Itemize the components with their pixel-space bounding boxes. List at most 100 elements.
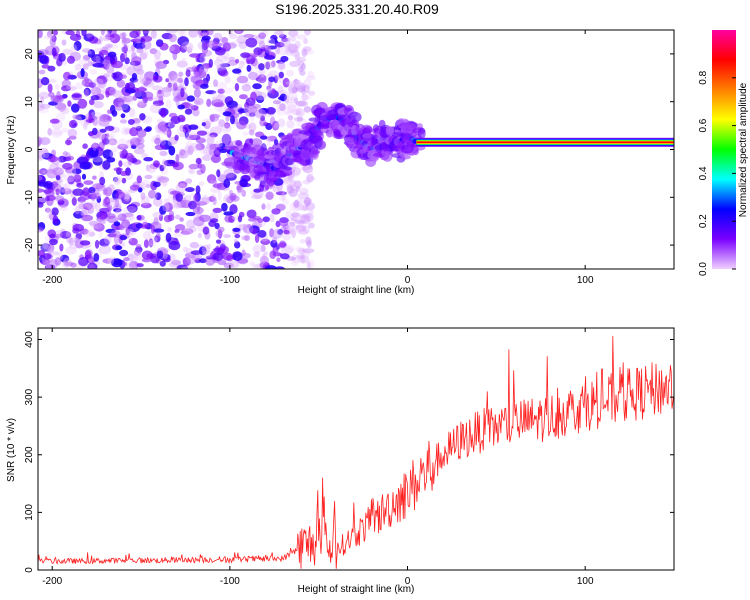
- noise-blob: [300, 166, 309, 171]
- noise-blob: [107, 30, 112, 34]
- noise-blob: [65, 246, 77, 255]
- noise-blob: [244, 106, 249, 112]
- noise-blob: [265, 184, 269, 191]
- noise-blob: [295, 108, 305, 118]
- noise-blob: [153, 49, 161, 60]
- noise-blob: [111, 258, 123, 268]
- noise-blob: [131, 52, 137, 61]
- noise-blob: [89, 147, 99, 158]
- noise-blob: [99, 128, 107, 133]
- noise-blob: [123, 191, 132, 200]
- noise-blob: [295, 246, 305, 252]
- noise-blob: [288, 81, 298, 87]
- noise-blob: [104, 235, 112, 245]
- noise-blob: [289, 173, 294, 183]
- noise-blob: [67, 175, 75, 185]
- noise-blob: [188, 163, 200, 170]
- noise-blob: [206, 136, 215, 146]
- noise-blob: [272, 184, 280, 193]
- noise-blob: [266, 202, 272, 210]
- noise-blob: [141, 250, 153, 260]
- spectrogram-noise-blobs: [38, 30, 316, 269]
- noise-blob: [61, 39, 67, 46]
- noise-blob: [238, 60, 245, 69]
- noise-blob: [105, 43, 113, 48]
- noise-blob: [142, 231, 152, 240]
- noise-blob: [78, 58, 89, 68]
- noise-blob: [181, 200, 190, 207]
- noise-blob: [195, 55, 200, 63]
- noise-blob: [278, 34, 287, 39]
- noise-blob: [169, 74, 175, 82]
- noise-blob: [174, 134, 179, 141]
- noise-blob: [136, 47, 144, 54]
- noise-blob: [284, 47, 293, 56]
- noise-blob: [139, 224, 150, 229]
- x-tick-label: 0: [405, 275, 411, 286]
- noise-blob: [299, 213, 311, 219]
- noise-blob: [257, 218, 264, 223]
- noise-blob: [47, 65, 56, 72]
- noise-blob: [89, 68, 98, 75]
- noise-blob: [298, 255, 310, 264]
- noise-blob: [245, 105, 258, 115]
- noise-blob: [75, 233, 83, 240]
- noise-blob: [38, 175, 43, 181]
- noise-blob: [301, 217, 307, 224]
- noise-blob: [81, 30, 87, 37]
- noise-blob: [173, 96, 181, 103]
- noise-blob: [293, 180, 302, 189]
- noise-blob: [99, 245, 112, 255]
- noise-blob: [65, 230, 72, 238]
- noise-blob: [299, 187, 309, 195]
- noise-blob: [153, 160, 160, 168]
- noise-blob: [240, 52, 251, 58]
- noise-blob: [257, 77, 265, 83]
- noise-blob: [229, 260, 240, 269]
- noise-blob: [70, 44, 78, 53]
- noise-blob: [177, 114, 186, 123]
- noise-blob: [222, 111, 232, 117]
- noise-blob: [107, 116, 113, 122]
- noise-blob: [51, 47, 57, 57]
- noise-blob: [295, 100, 307, 107]
- noise-blob: [271, 229, 284, 239]
- noise-blob: [88, 36, 99, 44]
- noise-blob: [106, 207, 112, 215]
- noise-blob: [87, 131, 95, 137]
- colorbar-tick-label: 0.8: [698, 70, 709, 84]
- wave-blob: [320, 119, 331, 129]
- noise-blob: [295, 111, 303, 116]
- noise-blob: [79, 240, 91, 246]
- noise-blob: [154, 137, 161, 145]
- noise-blob: [308, 222, 315, 229]
- noise-blob: [305, 75, 316, 81]
- noise-blob: [274, 30, 284, 36]
- noise-blob: [148, 189, 156, 199]
- noise-blob: [181, 197, 187, 206]
- noise-blob: [308, 210, 314, 215]
- noise-blob: [234, 30, 244, 35]
- noise-blob: [269, 212, 275, 223]
- noise-blob: [199, 197, 211, 205]
- noise-blob: [296, 106, 302, 114]
- noise-blob: [165, 78, 170, 83]
- noise-blob: [202, 41, 210, 49]
- noise-blob: [102, 60, 110, 70]
- x-tick-label: 0: [405, 576, 411, 587]
- noise-blob: [125, 99, 134, 105]
- colorbar-gradient: [712, 30, 736, 269]
- wave-blob: [312, 135, 322, 142]
- noise-blob: [188, 200, 197, 210]
- noise-blob: [82, 143, 88, 149]
- noise-blob: [185, 187, 195, 193]
- noise-blob: [95, 202, 101, 212]
- noise-blob: [98, 117, 110, 127]
- noise-blob: [167, 214, 175, 221]
- noise-blob: [140, 196, 150, 206]
- noise-blob: [165, 99, 172, 110]
- noise-blob: [110, 230, 121, 238]
- noise-blob: [290, 49, 300, 57]
- noise-blob: [72, 223, 84, 232]
